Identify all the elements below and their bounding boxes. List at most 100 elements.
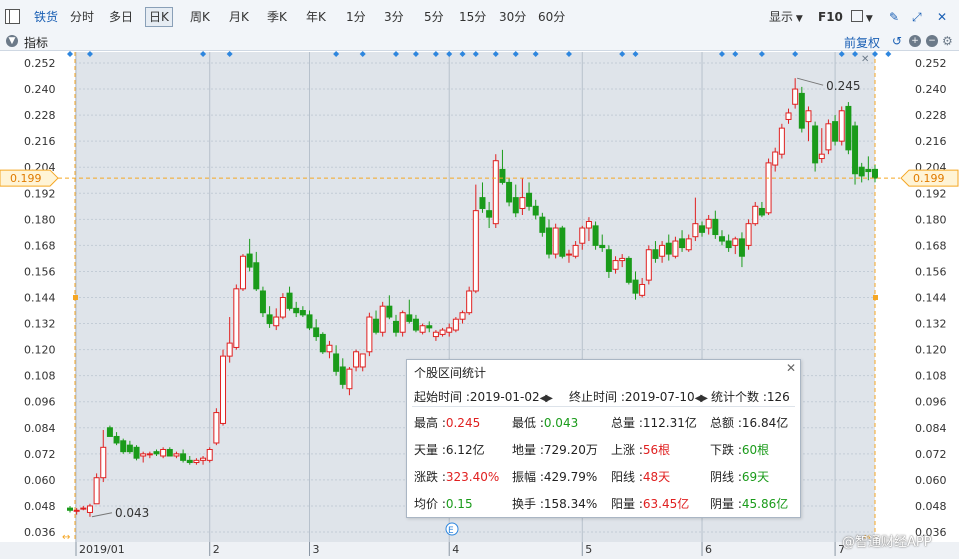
tab-3min[interactable]: 3分 (384, 10, 404, 24)
panel-toggle-icon[interactable] (5, 9, 20, 24)
stat-item: 阴线 :69天 (710, 468, 769, 485)
y-tick-label: 0.084 (915, 422, 947, 435)
candle-body (699, 225, 706, 233)
x-tick-label: 3 (313, 543, 320, 556)
candle-body (559, 227, 566, 257)
candle-body (246, 253, 253, 268)
stat-value: 112.31亿 (642, 416, 697, 430)
display-menu[interactable]: 显示 ▼ (769, 8, 803, 26)
tab-5min[interactable]: 5分 (424, 10, 444, 24)
x-tick-label: 4 (452, 543, 459, 556)
candle-body (259, 290, 266, 314)
y-tick-label: 0.252 (24, 57, 56, 70)
candle-body (319, 333, 326, 353)
event-marker (200, 51, 207, 57)
candle-body (333, 353, 340, 372)
candle-body (532, 205, 539, 216)
stat-item: 上涨 :56根 (611, 441, 670, 458)
tab-60min[interactable]: 60分 (538, 10, 566, 24)
f10-button[interactable]: F10 (818, 10, 843, 24)
settings-gear-icon[interactable]: ⚙ (942, 34, 953, 48)
collapse-icon[interactable]: ▼ (6, 35, 18, 47)
pen-icon[interactable]: ✎ (889, 10, 900, 24)
tab-intraday[interactable]: 分时 (70, 10, 95, 24)
candle-body (426, 325, 433, 329)
stat-value: 323.40% (445, 470, 500, 484)
candle-body (492, 160, 499, 225)
end-time-value[interactable]: 2019-07-10 (624, 390, 695, 404)
event-marker (852, 51, 859, 57)
zoom-in-icon[interactable]: + (909, 35, 921, 47)
tab-monthly-k[interactable]: 月K (229, 10, 249, 24)
candle-body (499, 168, 506, 183)
close-icon[interactable]: ✕ (937, 10, 948, 24)
candle-body (539, 216, 546, 233)
stat-item: 总额 :16.84亿 (710, 414, 788, 431)
event-circle-icon (445, 522, 459, 536)
event-marker (412, 51, 419, 57)
y-tick-label: 0.144 (24, 292, 56, 305)
kline-chart[interactable]: 0.252 0.252 0.240 0.240 0.228 0.228 0.216 0.216… (0, 51, 959, 559)
candle-body (705, 218, 712, 229)
stats-close-icon[interactable]: ✕ (785, 361, 796, 375)
stat-label: 阴线 : (710, 470, 742, 484)
y-tick-label: 0.132 (915, 318, 947, 331)
stat-item: 阳量 :63.45亿 (611, 495, 689, 512)
y-tick-label: 0.192 (24, 187, 56, 200)
stat-item: 最高 :0.245 (414, 414, 480, 431)
tab-quarterly-k[interactable]: 季K (267, 10, 287, 24)
zoom-out-icon[interactable]: − (926, 35, 938, 47)
candle-body (572, 244, 579, 257)
candle-body (186, 459, 193, 464)
stat-count-value: 126 (766, 390, 790, 404)
y-tick-label: 0.048 (24, 500, 56, 513)
tab-1min[interactable]: 1分 (346, 10, 366, 24)
candle-body (299, 310, 306, 316)
candle-body (592, 225, 599, 246)
candle-body (679, 238, 686, 249)
start-time-value[interactable]: 2019-01-02 (469, 390, 540, 404)
range-end-arrow-icon: ↔ (863, 532, 871, 543)
tab-30min[interactable]: 30分 (499, 10, 527, 24)
candle-body (200, 457, 207, 461)
tab-yearly-k[interactable]: 年K (306, 10, 326, 24)
range-handle (873, 295, 878, 300)
candle-body (153, 451, 160, 455)
tab-15min[interactable]: 15分 (459, 10, 487, 24)
undo-icon[interactable]: ↺ (892, 34, 903, 48)
candle-body (472, 210, 479, 292)
tab-multiday[interactable]: 多日 (109, 10, 134, 24)
candle-body (772, 151, 779, 166)
candle-body (605, 249, 612, 272)
current-price-right: 0.199 (913, 172, 945, 185)
chart-style-menu[interactable]: ▼ (851, 8, 873, 26)
adjust-mode-label[interactable]: 前复权 (844, 36, 881, 50)
candle-body (585, 221, 592, 229)
candle-body (745, 223, 752, 246)
current-price-tag-left (0, 169, 59, 187)
candle-body (792, 88, 799, 105)
candle-body (506, 181, 513, 203)
indicator-label[interactable]: 指标 (24, 36, 49, 50)
tab-daily-k[interactable]: 日K (145, 7, 173, 27)
candle-body (825, 123, 832, 151)
date-stepper-icon[interactable]: ◀▶ (694, 393, 708, 404)
date-stepper-icon[interactable]: ◀▶ (539, 393, 553, 404)
candle-body (386, 305, 393, 318)
tab-ironore[interactable]: 铁货 (34, 10, 59, 24)
candle-body (858, 166, 865, 177)
candle-body (353, 351, 360, 368)
candle-body (313, 327, 320, 338)
candle-body (106, 427, 113, 437)
stat-item: 地量 :729.20万 (512, 441, 598, 458)
event-marker (472, 51, 479, 57)
tab-weekly-k[interactable]: 周K (190, 10, 210, 24)
candle-body (579, 227, 586, 244)
candle-body (832, 121, 839, 142)
event-marker (512, 51, 519, 57)
y-tick-label: 0.048 (915, 500, 947, 513)
candle-body (273, 316, 280, 327)
event-marker (792, 51, 799, 57)
candle-body (725, 240, 732, 249)
fullscreen-icon[interactable]: ⤢ (912, 10, 922, 24)
